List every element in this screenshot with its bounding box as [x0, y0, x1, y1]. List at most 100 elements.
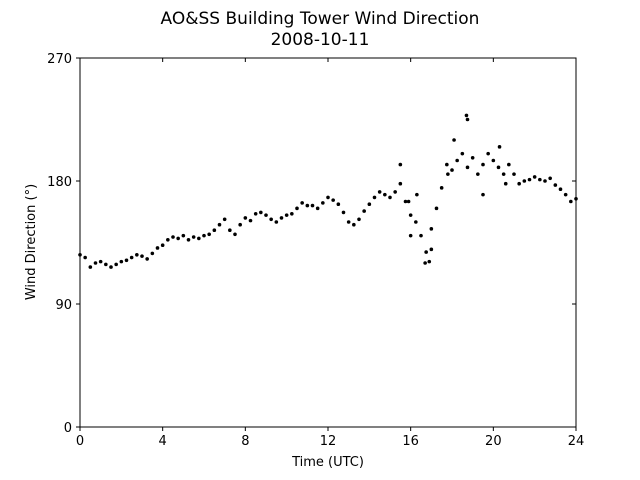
point — [423, 261, 427, 265]
point — [532, 175, 537, 179]
point — [455, 158, 459, 163]
point — [574, 196, 578, 201]
point — [124, 258, 129, 263]
point — [362, 209, 366, 213]
point — [269, 217, 273, 222]
point — [310, 203, 315, 208]
point — [398, 162, 403, 167]
point — [238, 222, 242, 227]
point — [486, 151, 490, 156]
x-tick-label: 8 — [241, 434, 249, 449]
point — [181, 233, 186, 238]
point — [259, 210, 263, 215]
x-tick-label: 20 — [485, 434, 502, 449]
point — [109, 265, 113, 269]
point — [243, 216, 248, 220]
x-tick-label: 0 — [76, 434, 84, 449]
y-tick-label: 180 — [47, 175, 72, 190]
point — [207, 232, 211, 237]
point — [176, 236, 180, 241]
point — [83, 255, 87, 260]
point — [326, 195, 330, 200]
point — [517, 181, 521, 186]
point — [496, 165, 501, 170]
point — [497, 145, 502, 149]
point — [321, 201, 325, 205]
point — [429, 227, 434, 231]
point — [388, 195, 392, 200]
point — [481, 162, 485, 167]
x-axis-label: Time (UTC) — [291, 455, 364, 470]
point — [305, 203, 310, 208]
point — [217, 222, 222, 227]
point — [548, 176, 552, 181]
point — [346, 220, 351, 224]
point — [408, 233, 413, 238]
point — [481, 192, 485, 197]
point — [78, 253, 82, 257]
y-tick-label: 90 — [55, 298, 72, 313]
point — [171, 235, 175, 239]
plot-frame — [79, 57, 577, 428]
point — [415, 192, 419, 197]
point — [429, 247, 434, 252]
point — [279, 216, 284, 220]
point — [150, 251, 155, 256]
point — [563, 192, 568, 197]
point — [558, 187, 563, 191]
point — [155, 246, 160, 250]
point — [491, 158, 496, 163]
point — [222, 217, 227, 222]
point — [140, 254, 144, 258]
point — [253, 212, 258, 216]
point — [403, 199, 408, 204]
point — [202, 233, 206, 238]
point — [543, 179, 547, 183]
point — [527, 177, 532, 182]
point — [383, 192, 387, 197]
point — [512, 172, 516, 176]
point — [439, 186, 444, 190]
point — [464, 113, 469, 118]
point — [228, 228, 232, 232]
point — [186, 237, 191, 242]
point — [191, 235, 196, 239]
point — [233, 232, 237, 237]
y-tick-label: 0 — [64, 421, 72, 436]
point — [135, 253, 139, 257]
point — [569, 199, 573, 204]
point — [290, 212, 294, 216]
point — [424, 250, 428, 254]
point — [445, 162, 449, 167]
point — [98, 259, 103, 264]
point — [393, 190, 397, 194]
point — [446, 172, 450, 176]
y-tick-label: 270 — [47, 52, 72, 67]
point — [377, 190, 382, 194]
point — [300, 201, 304, 205]
point — [476, 172, 480, 176]
point — [336, 202, 341, 207]
point — [367, 202, 372, 207]
point — [93, 261, 98, 265]
point — [501, 172, 506, 176]
point — [88, 265, 93, 269]
x-tick-label: 12 — [320, 434, 337, 449]
x-tick-label: 16 — [402, 434, 419, 449]
point — [284, 213, 289, 217]
point — [398, 181, 403, 186]
point — [197, 236, 201, 241]
chart-title: AO&SS Building Tower Wind Direction — [161, 9, 480, 29]
point — [503, 181, 508, 186]
point — [450, 168, 454, 172]
point — [414, 220, 418, 224]
y-axis-label: Wind Direction (°) — [24, 184, 39, 300]
point — [341, 210, 346, 215]
point — [427, 259, 432, 264]
point — [166, 237, 170, 242]
point — [522, 179, 527, 183]
x-tick-label: 24 — [568, 434, 585, 449]
point — [470, 155, 475, 160]
point — [315, 206, 320, 211]
